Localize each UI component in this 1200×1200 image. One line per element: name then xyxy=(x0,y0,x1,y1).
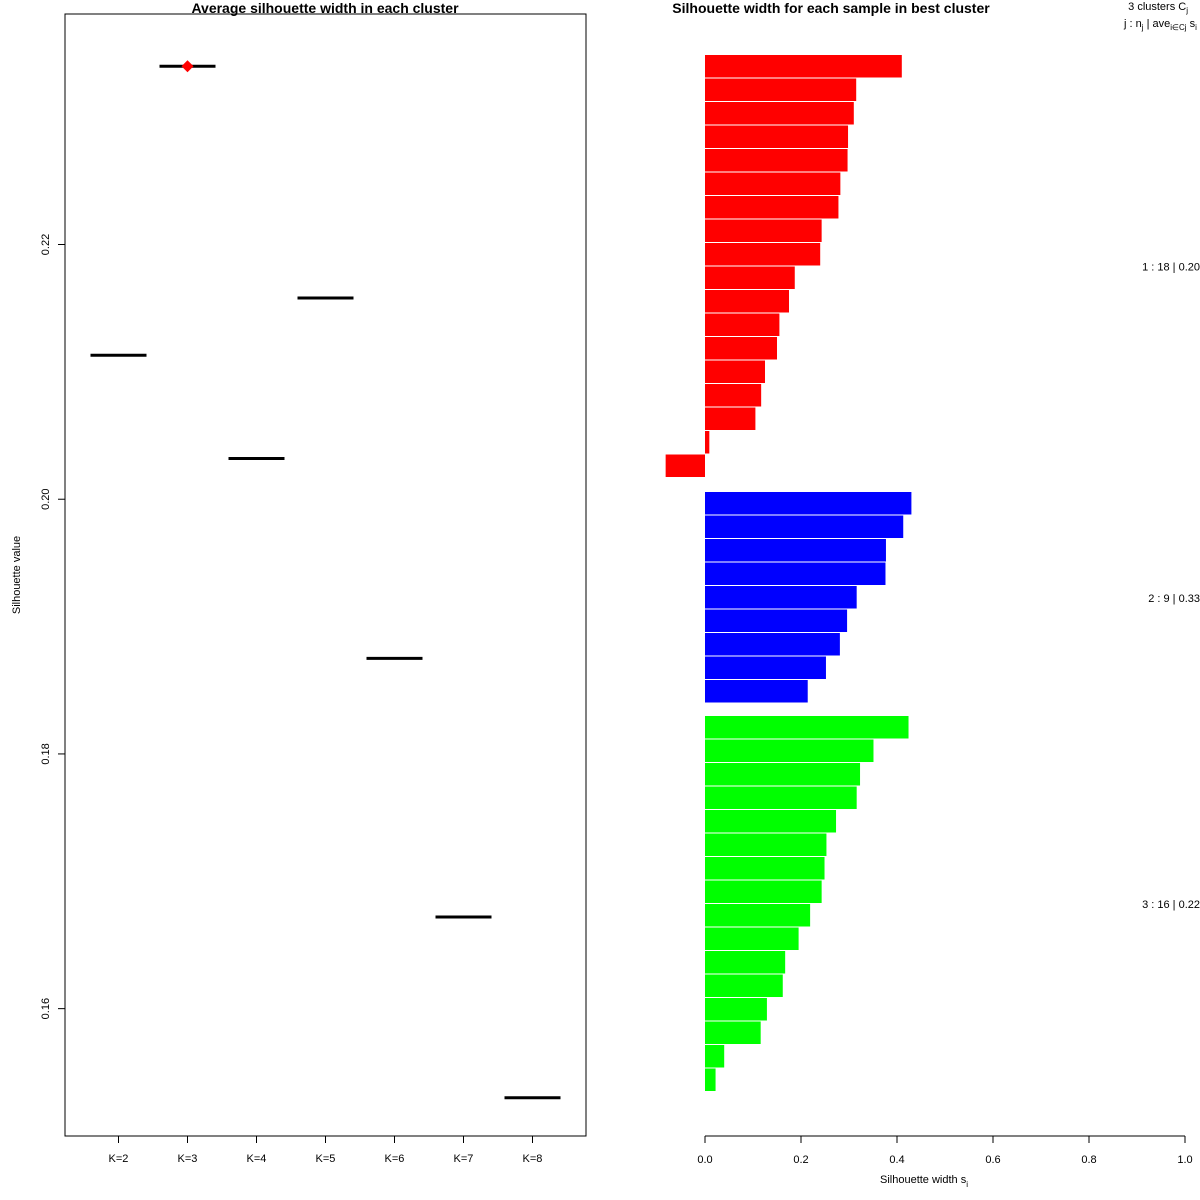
right-chart-title: Silhouette width for each sample in best… xyxy=(672,0,990,16)
silhouette-bar xyxy=(705,998,767,1021)
right-x-tick-label: 0.0 xyxy=(697,1154,712,1166)
left-y-tick-label: 0.22 xyxy=(40,234,52,255)
legend-header-line2: j : nj | avei∈Cj si xyxy=(1123,18,1197,32)
left-x-tick-label: K=4 xyxy=(247,1153,267,1165)
left-x-tick-label: K=6 xyxy=(385,1153,405,1165)
cluster-summary-label: 1 : 18 | 0.20 xyxy=(1142,262,1200,274)
silhouette-bar xyxy=(705,1068,716,1091)
silhouette-bar xyxy=(705,716,909,739)
silhouette-bar xyxy=(705,55,902,78)
silhouette-bar xyxy=(705,431,710,454)
silhouette-bar xyxy=(665,454,705,477)
legend-header-text: j : n xyxy=(1123,18,1142,30)
left-x-tick-label: K=2 xyxy=(109,1153,129,1165)
left-y-tick-label: 0.16 xyxy=(40,998,52,1019)
cluster-legend: 1 : 18 | 0.20 2 : 9 | 0.33 3 : 16 | 0.22 3 … xyxy=(1123,1,1200,911)
silhouette-bar xyxy=(705,515,904,538)
silhouette-bar xyxy=(705,149,848,172)
left-x-tick-label: K=3 xyxy=(178,1153,198,1165)
silhouette-bar xyxy=(705,492,912,515)
silhouette-bar xyxy=(705,196,839,219)
silhouette-bar xyxy=(705,656,826,679)
silhouette-bar xyxy=(705,974,783,997)
left-y-axis: 0.16 0.18 0.20 0.22 xyxy=(40,234,65,1019)
legend-header-sub: i∈Cj xyxy=(1170,23,1187,32)
silhouette-bar xyxy=(705,78,857,101)
silhouette-bar xyxy=(705,739,874,762)
silhouette-bar xyxy=(705,219,822,242)
silhouette-bar xyxy=(705,407,756,430)
legend-header-text: 3 clusters C xyxy=(1128,1,1186,13)
right-x-tick-label: 0.4 xyxy=(889,1154,904,1166)
silhouette-bar xyxy=(705,680,808,703)
silhouette-bar xyxy=(705,562,886,585)
left-y-tick-label: 0.18 xyxy=(40,743,52,764)
left-y-tick-label: 0.20 xyxy=(40,489,52,510)
right-x-axis-title: Silhouette width si xyxy=(880,1174,968,1189)
silhouette-bar xyxy=(705,786,857,809)
silhouette-bar xyxy=(705,810,837,833)
right-data-bars xyxy=(665,55,912,1091)
right-x-tick-label: 1.0 xyxy=(1177,1154,1192,1166)
silhouette-bar xyxy=(705,539,886,562)
sample-silhouette-panel: Silhouette width for each sample in best… xyxy=(665,0,1200,1189)
left-x-tick-label: K=5 xyxy=(316,1153,336,1165)
silhouette-bar xyxy=(705,763,861,786)
left-data-marks xyxy=(90,60,561,1100)
legend-header-sub: j xyxy=(1141,23,1144,32)
silhouette-bar xyxy=(705,951,786,974)
silhouette-bar xyxy=(705,609,848,632)
legend-header-sub: j xyxy=(1185,6,1188,15)
silhouette-bar xyxy=(705,904,811,927)
silhouette-bar xyxy=(705,586,857,609)
silhouette-bar xyxy=(705,927,799,950)
silhouette-bar xyxy=(705,337,777,360)
silhouette-bar xyxy=(705,360,765,383)
right-x-axis: 0.0 0.2 0.4 0.6 0.8 1.0 xyxy=(697,1135,1193,1166)
left-chart-title: Average silhouette width in each cluster xyxy=(191,0,459,16)
silhouette-bar xyxy=(705,833,827,856)
left-x-tick-label: K=7 xyxy=(454,1153,474,1165)
silhouette-bar xyxy=(705,266,795,289)
silhouette-bar xyxy=(705,243,821,266)
silhouette-bar xyxy=(705,880,822,903)
silhouette-bar xyxy=(705,313,780,336)
silhouette-bar xyxy=(705,172,841,195)
right-x-tick-label: 0.8 xyxy=(1081,1154,1096,1166)
left-plot-frame xyxy=(64,13,587,1137)
silhouette-bar xyxy=(705,857,825,880)
silhouette-bar xyxy=(705,1021,761,1044)
legend-header-text: | ave xyxy=(1144,18,1171,30)
cluster-summary-label: 2 : 9 | 0.33 xyxy=(1148,593,1200,605)
silhouette-bar xyxy=(705,633,840,656)
avg-silhouette-panel: Average silhouette width in each cluster… xyxy=(11,0,587,1165)
right-x-tick-label: 0.2 xyxy=(793,1154,808,1166)
legend-header-text: s xyxy=(1187,18,1196,30)
left-x-tick-label: K=8 xyxy=(523,1153,543,1165)
right-x-tick-label: 0.6 xyxy=(985,1154,1000,1166)
silhouette-bar xyxy=(705,290,789,313)
silhouette-bar xyxy=(705,1045,725,1068)
legend-header-sub: i xyxy=(1195,23,1197,32)
silhouette-bar xyxy=(705,125,849,148)
silhouette-bar xyxy=(705,102,854,125)
silhouette-bar xyxy=(705,384,762,407)
left-y-axis-title: Silhouette value xyxy=(11,536,23,614)
legend-header-line1: 3 clusters Cj xyxy=(1128,1,1188,15)
best-k-marker xyxy=(181,60,194,73)
left-x-axis: K=2 K=3 K=4 K=5 K=6 K=7 K=8 xyxy=(109,1136,543,1165)
cluster-summary-label: 3 : 16 | 0.22 xyxy=(1142,899,1200,911)
